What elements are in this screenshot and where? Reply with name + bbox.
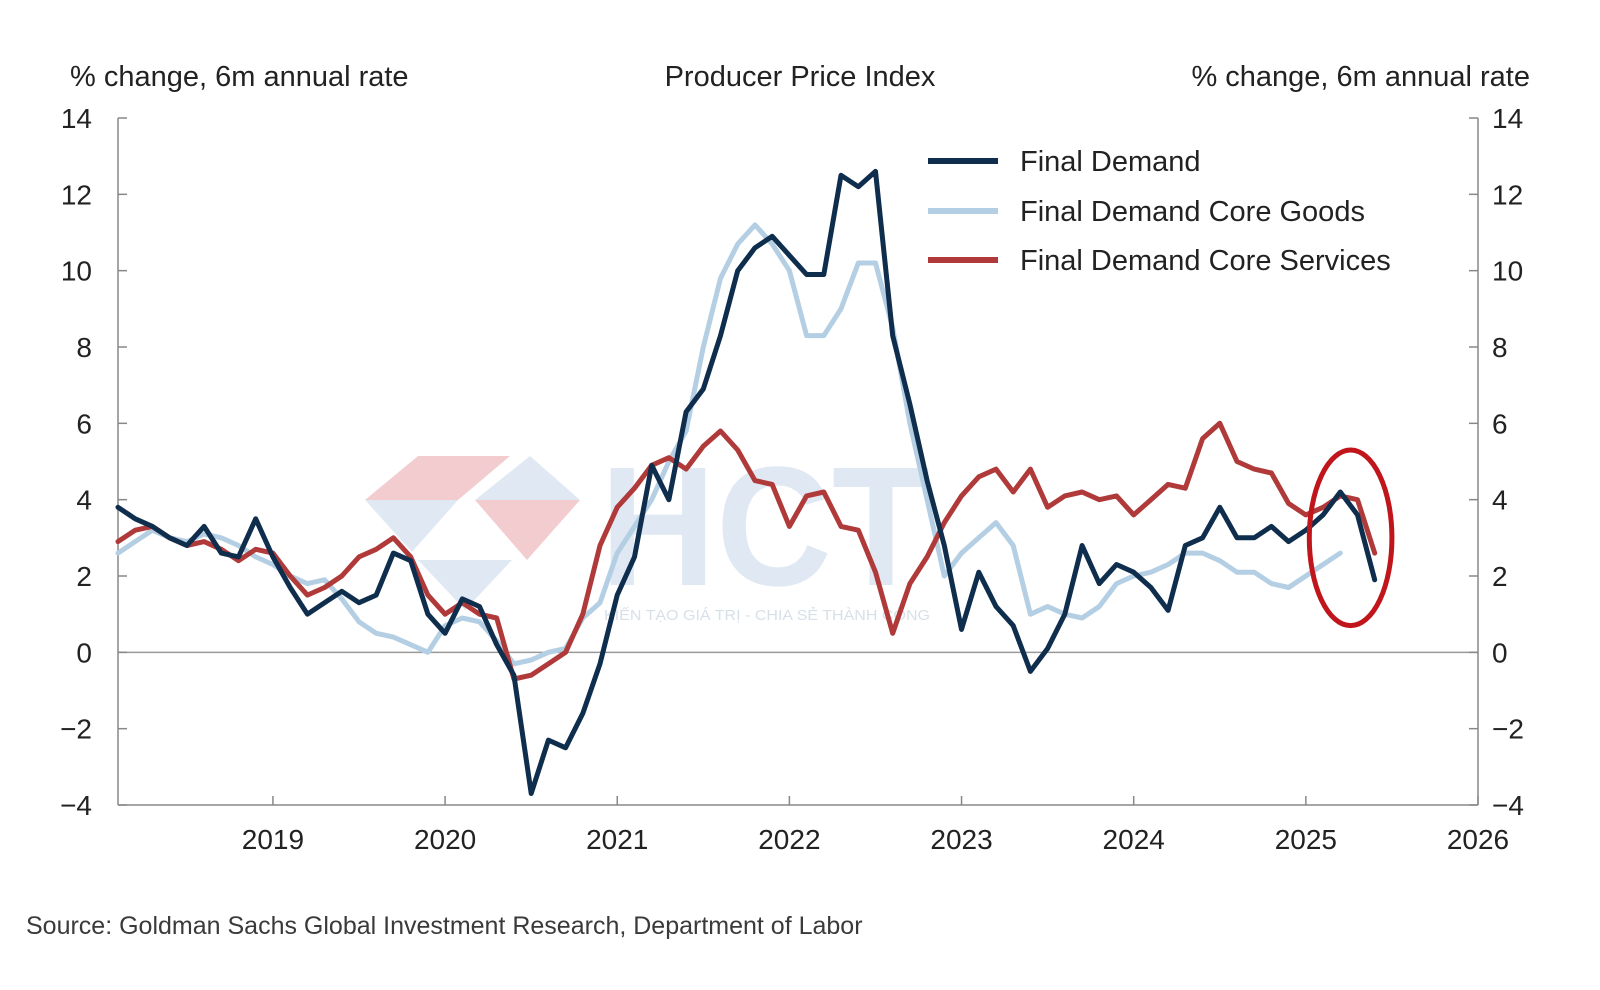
x-tick-label: 2024 xyxy=(1103,824,1165,855)
series-core-services xyxy=(115,420,1378,682)
y-tick-label-right: 12 xyxy=(1492,179,1523,210)
legend-label-final-demand: Final Demand xyxy=(1020,146,1201,178)
x-tick-label: 2023 xyxy=(930,824,992,855)
y-tick-label-left: 0 xyxy=(76,637,92,668)
y-tick-label-right: 8 xyxy=(1492,332,1508,363)
x-tick-label: 2022 xyxy=(758,824,820,855)
x-ticks: 2019 2020 2021 2022 2023 2024 2025 2026 xyxy=(242,796,1509,855)
y-tick-label-left: 6 xyxy=(76,408,92,439)
y-tick-label-left: −4 xyxy=(60,790,92,821)
y-axis-label-left: % change, 6m annual rate xyxy=(70,61,409,93)
y-tick-label-left: 2 xyxy=(76,561,92,592)
x-tick-label: 2020 xyxy=(414,824,476,855)
x-tick-label: 2025 xyxy=(1275,824,1337,855)
y-tick-label-left: 8 xyxy=(76,332,92,363)
legend-label-core-goods: Final Demand Core Goods xyxy=(1020,196,1365,228)
y-ticks-right: −4 −2 0 2 4 6 8 10 12 14 xyxy=(1469,103,1524,821)
y-ticks-left: −4 −2 0 2 4 6 8 10 12 14 xyxy=(60,103,127,821)
y-tick-label-left: 10 xyxy=(61,256,92,287)
x-tick-label: 2019 xyxy=(242,824,304,855)
x-tick-label: 2026 xyxy=(1447,824,1509,855)
source-note: Source: Goldman Sachs Global Investment … xyxy=(26,912,863,940)
y-tick-label-right: 6 xyxy=(1492,408,1508,439)
highlight-ellipse xyxy=(1306,447,1395,629)
y-axis-label-right: % change, 6m annual rate xyxy=(1191,61,1530,93)
legend: Final Demand Final Demand Core Goods Fin… xyxy=(928,146,1391,277)
y-tick-label-left: 4 xyxy=(76,485,92,516)
y-tick-label-right: −4 xyxy=(1492,790,1524,821)
chart-title: Producer Price Index xyxy=(665,61,936,93)
series-final-demand xyxy=(115,168,1378,796)
y-tick-label-right: 2 xyxy=(1492,561,1508,592)
y-tick-label-right: 10 xyxy=(1492,256,1523,287)
x-tick-label: 2021 xyxy=(586,824,648,855)
y-tick-label-left: −2 xyxy=(60,714,92,745)
series-layer xyxy=(115,168,1378,796)
svg-text:KIẾN TẠO GIÁ TRỊ - CHIA SẺ THÀ: KIẾN TẠO GIÁ TRỊ - CHIA SẺ THÀNH CÔNG xyxy=(604,607,930,624)
y-tick-label-left: 12 xyxy=(61,179,92,210)
y-tick-label-right: 4 xyxy=(1492,485,1508,516)
legend-label-core-services: Final Demand Core Services xyxy=(1020,245,1391,277)
annotation-layer xyxy=(1306,447,1395,629)
y-tick-label-right: −2 xyxy=(1492,714,1524,745)
axes xyxy=(117,118,1479,806)
y-tick-label-right: 14 xyxy=(1492,103,1523,134)
y-tick-label-left: 14 xyxy=(61,103,92,134)
y-tick-label-right: 0 xyxy=(1492,637,1508,668)
